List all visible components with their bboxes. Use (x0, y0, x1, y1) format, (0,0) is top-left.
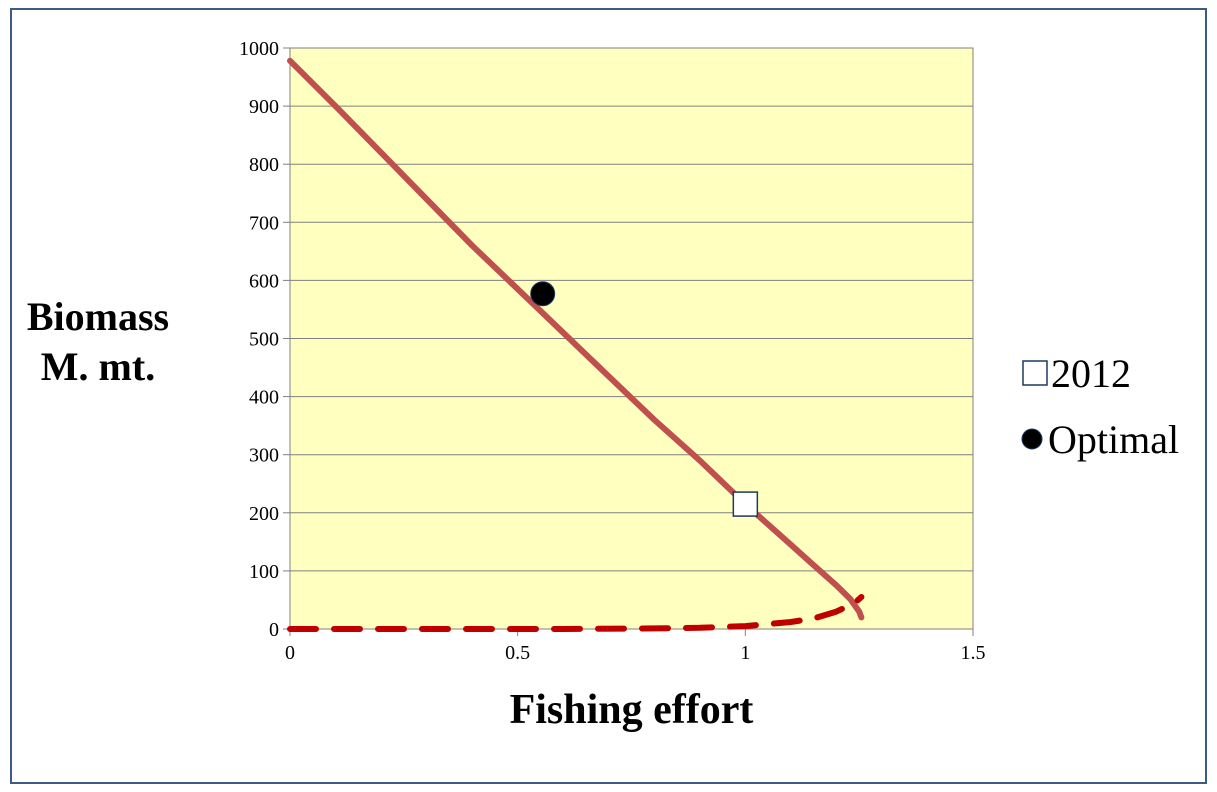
y-axis-title-line-2: M. mt. (41, 344, 155, 389)
legend-item-optimal: Optimal (1022, 417, 1179, 462)
legend-label-2012: 2012 (1051, 351, 1131, 396)
chart-frame: 0 100 200 300 400 500 600 700 800 900 1000 0 0.5 1 1.… (10, 8, 1207, 784)
y-tick-label: 500 (249, 329, 279, 351)
y-tick-label: 600 (249, 270, 279, 292)
y-tick-label: 0 (269, 619, 279, 641)
legend: 2012 Optimal (1022, 351, 1179, 462)
y-tick-label: 400 (249, 387, 279, 409)
y-tick-label: 900 (249, 96, 279, 118)
legend-item-2012: 2012 (1023, 351, 1131, 396)
x-axis-title: Fishing effort (510, 687, 754, 733)
y-tick-label: 200 (249, 503, 279, 525)
chart: 0 100 200 300 400 500 600 700 800 900 1000 0 0.5 1 1.… (12, 10, 1205, 782)
y-axis-ticks: 0 100 200 300 400 500 600 700 800 900 1000 (239, 38, 290, 641)
open-square-icon (1023, 361, 1047, 385)
filled-circle-icon (1022, 429, 1042, 449)
plot-area (290, 48, 973, 629)
x-tick-label: 0.5 (505, 642, 530, 664)
y-axis-title-line-1: Biomass (27, 294, 169, 339)
y-tick-label: 800 (249, 154, 279, 176)
y-tick-label: 700 (249, 212, 279, 234)
marker-2012 (733, 492, 757, 516)
x-axis-ticks: 0 0.5 1 1.5 (285, 629, 986, 664)
marker-optimal (531, 282, 555, 306)
y-tick-label: 100 (249, 561, 279, 583)
x-tick-label: 0 (285, 642, 295, 664)
x-tick-label: 1.5 (961, 642, 986, 664)
y-tick-label: 1000 (239, 38, 279, 60)
y-tick-label: 300 (249, 445, 279, 467)
legend-label-optimal: Optimal (1048, 417, 1179, 462)
x-tick-label: 1 (740, 642, 750, 664)
